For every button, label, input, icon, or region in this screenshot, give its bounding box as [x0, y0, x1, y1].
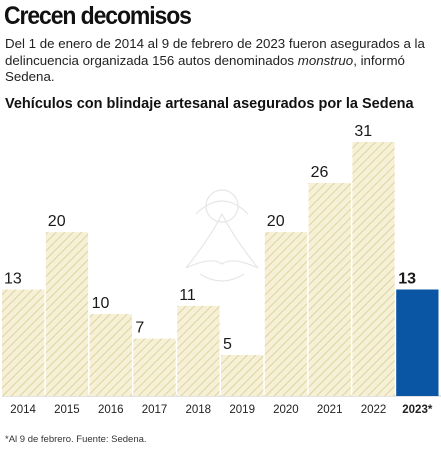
x-tick-label-2015: 2015	[54, 404, 80, 416]
x-tick-label-2021: 2021	[317, 404, 343, 416]
intro-text-end: , informó Sedena.	[5, 52, 405, 85]
intro-text-italic: monstruo	[297, 52, 354, 68]
data-label-2017: 7	[135, 320, 144, 337]
bar-2022	[352, 142, 395, 396]
x-tick-label-2018: 2018	[186, 404, 212, 416]
data-label-2015: 20	[48, 213, 66, 230]
data-label-2022: 31	[354, 123, 372, 140]
x-tick-label-2016: 2016	[98, 404, 124, 416]
watermark-seal	[185, 189, 259, 282]
data-label-2016: 10	[92, 295, 110, 312]
bars-group: 1320142020151020167201711201852019202020…	[2, 123, 439, 416]
x-tick-label-2017: 2017	[142, 404, 168, 416]
source-footnote: *Al 9 de febrero. Fuente: Sedena.	[5, 434, 147, 445]
bar-2017	[133, 338, 176, 396]
data-label-2018: 11	[179, 287, 196, 304]
intro-text: Del 1 de enero de 2014 al 9 de febrero d…	[5, 36, 435, 86]
bar-chart: 1320142020151020167201711201852019202020…	[2, 123, 441, 416]
data-label-2014: 13	[4, 271, 22, 288]
bar-2023	[396, 289, 439, 396]
bar-2019	[221, 355, 264, 396]
bar-2021	[308, 183, 351, 396]
chart-subtitle: Vehículos con blindaje artesanal asegura…	[5, 96, 414, 112]
x-tick-label-2020: 2020	[273, 404, 299, 416]
x-tick-label-2019: 2019	[229, 404, 255, 416]
data-label-2023: 13	[398, 271, 416, 288]
x-tick-label-2014: 2014	[10, 404, 36, 416]
data-label-2020: 20	[267, 213, 285, 230]
bar-2016	[89, 314, 132, 396]
x-tick-label-2023: 2023*	[402, 404, 433, 416]
intro-text-start: Del 1 de enero de 2014 al 9 de febrero d…	[5, 36, 425, 68]
bar-2018	[177, 305, 220, 396]
bar-2014	[2, 289, 45, 396]
x-tick-label-2022: 2022	[361, 404, 387, 416]
data-label-2021: 26	[311, 164, 329, 181]
data-label-2019: 5	[223, 336, 232, 353]
bar-2015	[45, 232, 89, 396]
bar-2020	[264, 232, 308, 396]
headline: Crecen decomisos	[4, 2, 192, 30]
